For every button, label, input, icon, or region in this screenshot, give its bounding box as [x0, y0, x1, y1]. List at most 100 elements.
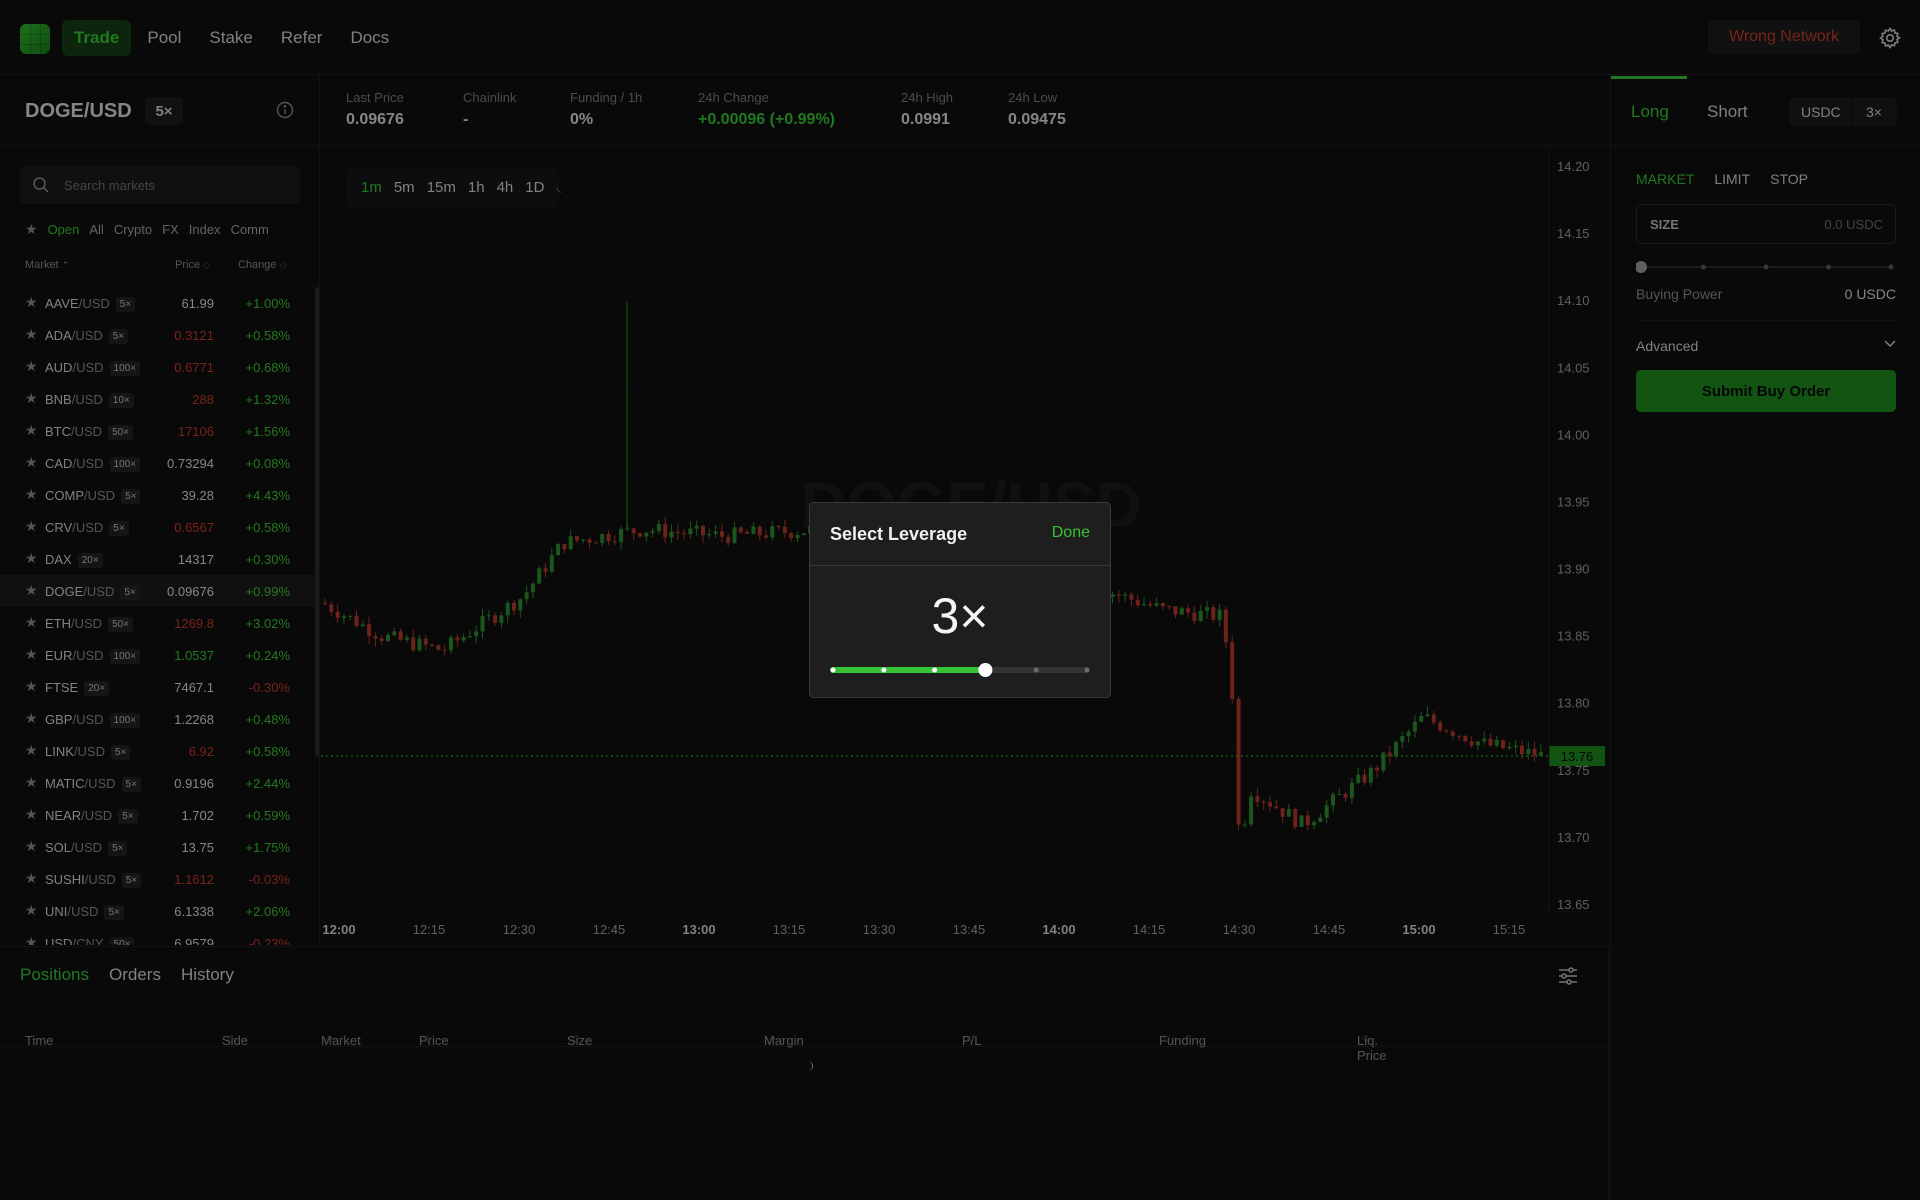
star-icon[interactable]: ★	[25, 646, 38, 662]
candle-body	[1286, 809, 1291, 817]
star-icon[interactable]: ★	[25, 838, 38, 854]
sort-icon: ◇	[1164, 1033, 1171, 1043]
column-market[interactable]: Market ⌃	[25, 259, 70, 271]
star-icon[interactable]: ★	[25, 710, 38, 726]
search-input[interactable]	[64, 166, 294, 204]
market-row[interactable]: ★ DOGE/USD 5× 0.09676 +0.99%	[0, 575, 316, 607]
nav-refer[interactable]: Refer	[280, 28, 323, 47]
star-icon[interactable]: ★	[25, 934, 38, 945]
star-icon[interactable]: ★	[25, 454, 38, 470]
timeframe-1D[interactable]: 1D	[525, 178, 545, 196]
timeframe-1m[interactable]: 1m	[361, 178, 382, 196]
market-row[interactable]: ★ BNB/USD 10× 288 +1.32%	[0, 383, 316, 415]
size-slider[interactable]	[1636, 260, 1896, 274]
market-row[interactable]: ★ UNI/USD 5× 6.1338 +2.06%	[0, 895, 316, 927]
column-price[interactable]: Price ◇	[175, 259, 211, 271]
star-icon[interactable]: ★	[25, 902, 38, 918]
tab-long[interactable]: Long	[1631, 102, 1669, 121]
order-type-stop[interactable]: STOP	[1770, 171, 1808, 187]
timeframe-5m[interactable]: 5m	[393, 178, 415, 196]
star-icon[interactable]: ★	[25, 806, 38, 822]
market-row[interactable]: ★ FTSE 20× 7467.1 -0.30%	[0, 671, 316, 703]
done-button[interactable]: Done	[1051, 524, 1090, 541]
slider-thumb[interactable]	[978, 663, 993, 677]
star-icon[interactable]: ★	[25, 294, 38, 310]
star-icon[interactable]: ★	[25, 422, 38, 438]
star-icon[interactable]: ★	[25, 774, 38, 790]
tab-short[interactable]: Short	[1707, 102, 1748, 121]
market-base: CAD	[45, 456, 73, 471]
order-type-market[interactable]: MARKET	[1636, 171, 1695, 187]
leverage-selector[interactable]: 3×	[1866, 104, 1882, 120]
star-icon[interactable]: ★	[25, 390, 38, 406]
market-row[interactable]: ★ COMP/USD 5× 39.28 +4.43%	[0, 479, 316, 511]
tab-history[interactable]: History	[180, 965, 234, 984]
advanced-toggle[interactable]: Advanced	[1636, 320, 1896, 366]
star-icon[interactable]: ★	[25, 582, 38, 598]
nav-trade[interactable]: Trade	[62, 20, 132, 56]
filter-comm[interactable]: Comm	[230, 222, 269, 237]
filter-crypto[interactable]: Crypto	[113, 222, 153, 237]
wrong-network-button[interactable]: Wrong Network	[1708, 20, 1860, 54]
market-row[interactable]: ★ EUR/USD 100× 1.0537 +0.24%	[0, 639, 316, 671]
timeframe-15m[interactable]: 15m	[426, 178, 456, 196]
x-tick-label: 12:00	[322, 922, 355, 937]
candle-body	[776, 526, 781, 528]
filter-all[interactable]: All	[89, 222, 104, 237]
tab-orders[interactable]: Orders	[108, 965, 161, 984]
app-logo[interactable]	[20, 24, 50, 54]
star-icon[interactable]: ★	[25, 518, 38, 534]
market-price: 1.0537	[174, 648, 214, 663]
star-icon[interactable]: ★	[25, 870, 38, 886]
market-row[interactable]: ★ CRV/USD 5× 0.6567 +0.58%	[0, 511, 316, 543]
market-row[interactable]: ★ AAVE/USD 5× 61.99 +1.00%	[0, 287, 316, 319]
market-row[interactable]: ★ BTC/USD 50× 17106 +1.56%	[0, 415, 316, 447]
candle-body	[1406, 731, 1411, 737]
leverage-slider[interactable]	[830, 661, 1090, 679]
market-row[interactable]: ★ GBP/USD 100× 1.2268 +0.48%	[0, 703, 316, 735]
info-icon[interactable]	[276, 101, 294, 119]
market-row[interactable]: ★ AUD/USD 100× 0.6771 +0.68%	[0, 351, 316, 383]
market-price: 0.09676	[167, 584, 214, 599]
submit-order-button[interactable]: Submit Buy Order	[1636, 370, 1896, 412]
size-input[interactable]	[1763, 205, 1883, 243]
market-row[interactable]: ★ DAX 20× 14317 +0.30%	[0, 543, 316, 575]
filter-fx[interactable]: FX	[162, 222, 179, 237]
filter-open[interactable]: Open	[47, 222, 80, 237]
star-icon[interactable]: ★	[25, 326, 38, 342]
market-row[interactable]: ★ USD/CNY 50× 6.9579 -0.23%	[0, 927, 316, 945]
market-row[interactable]: ★ MATIC/USD 5× 0.9196 +2.44%	[0, 767, 316, 799]
market-title[interactable]: DOGE/USD	[25, 100, 132, 122]
star-icon[interactable]: ★	[25, 614, 38, 630]
candle-body	[386, 634, 390, 641]
market-row[interactable]: ★ CAD/USD 100× 0.73294 +0.08%	[0, 447, 316, 479]
market-row[interactable]: ★ NEAR/USD 5× 1.702 +0.59%	[0, 799, 316, 831]
star-icon[interactable]: ★	[25, 550, 38, 566]
star-icon[interactable]: ★	[25, 742, 38, 758]
filter-settings-icon[interactable]	[1556, 964, 1580, 988]
sidebar-scrollbar[interactable]	[315, 287, 319, 757]
timeframe-4h[interactable]: 4h	[496, 178, 514, 196]
market-quote: /USD	[71, 616, 103, 631]
nav-docs[interactable]: Docs	[350, 28, 390, 47]
tab-positions[interactable]: Positions	[20, 965, 89, 984]
market-row[interactable]: ★ LINK/USD 5× 6.92 +0.58%	[0, 735, 316, 767]
gear-icon[interactable]	[1878, 26, 1902, 50]
nav-stake[interactable]: Stake	[209, 28, 253, 47]
currency-selector[interactable]: USDC	[1801, 104, 1841, 120]
market-row[interactable]: ★ ETH/USD 50× 1269.8 +3.02%	[0, 607, 316, 639]
market-row[interactable]: ★ ADA/USD 5× 0.3121 +0.58%	[0, 319, 316, 351]
nav-pool[interactable]: Pool	[147, 28, 182, 47]
filter-index[interactable]: Index	[188, 222, 221, 237]
timeframe-1h[interactable]: 1h	[467, 178, 485, 196]
slider-thumb[interactable]	[1636, 261, 1647, 273]
market-row[interactable]: ★ SUSHI/USD 5× 1.1612 -0.03%	[0, 863, 316, 895]
market-change: +2.44%	[245, 776, 290, 791]
favorites-star-icon[interactable]: ★	[25, 221, 38, 237]
order-type-limit[interactable]: LIMIT	[1714, 171, 1751, 187]
star-icon[interactable]: ★	[25, 486, 38, 502]
star-icon[interactable]: ★	[25, 358, 38, 374]
market-row[interactable]: ★ SOL/USD 5× 13.75 +1.75%	[0, 831, 316, 863]
star-icon[interactable]: ★	[25, 678, 38, 694]
column-change[interactable]: Change ◇	[238, 259, 287, 271]
